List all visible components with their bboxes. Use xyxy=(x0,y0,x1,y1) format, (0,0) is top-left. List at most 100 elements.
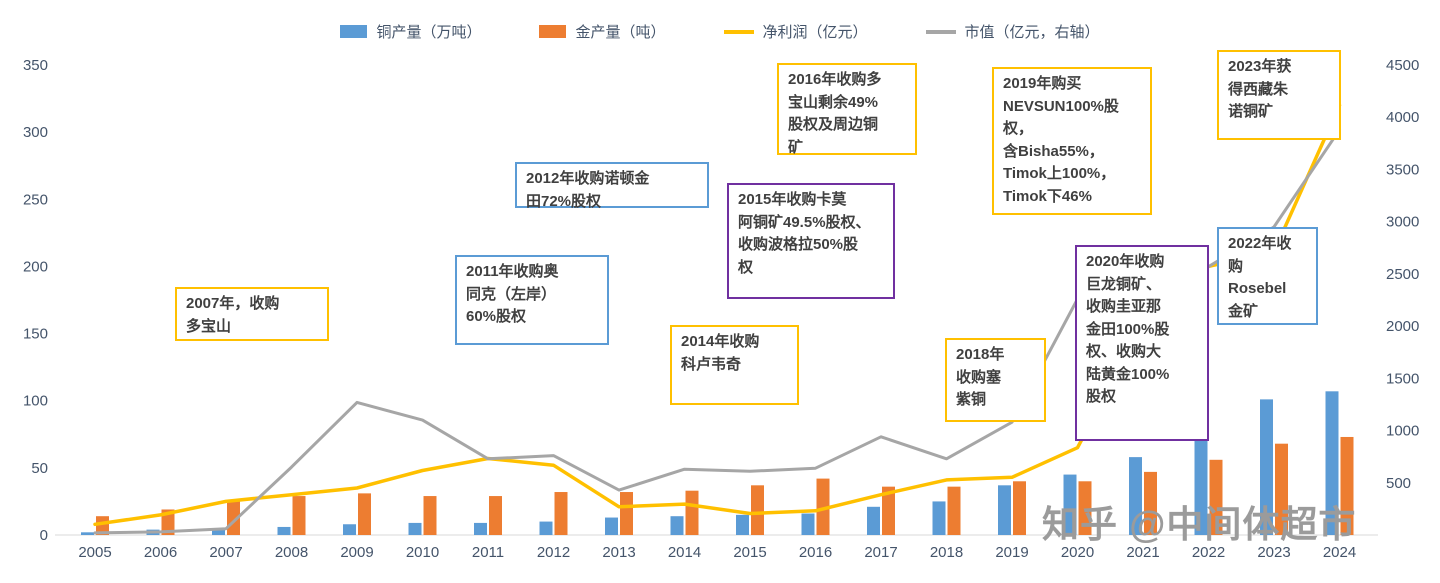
x-axis-label: 2008 xyxy=(275,544,308,561)
left-axis-tick-label: 200 xyxy=(23,258,48,275)
copper-bar xyxy=(1325,391,1339,535)
copper-bar xyxy=(1260,399,1273,535)
x-axis-label: 2010 xyxy=(406,544,439,561)
gold-bar xyxy=(947,486,961,535)
gold-bar xyxy=(1275,443,1288,535)
x-axis-label: 2011 xyxy=(472,544,504,561)
copper-bar xyxy=(801,513,815,535)
chart-legend: 铜产量（万吨） 金产量（吨） 净利润（亿元） 市值（亿元，右轴） xyxy=(0,21,1440,42)
right-axis-tick-label: 2000 xyxy=(1386,318,1419,335)
gold-bar xyxy=(423,496,437,535)
x-axis-label: 2006 xyxy=(144,544,177,561)
left-axis-tick-label: 0 xyxy=(40,527,48,544)
left-axis-tick-label: 50 xyxy=(31,460,48,477)
left-axis-tick-label: 100 xyxy=(23,393,48,410)
x-axis-label: 2007 xyxy=(209,544,242,561)
left-axis-tick-label: 300 xyxy=(23,124,48,141)
copper-bar xyxy=(1063,474,1077,535)
right-axis-tick-label: 1000 xyxy=(1386,423,1419,440)
right-axis-tick-label: 4500 xyxy=(1386,57,1419,74)
watermark: 知乎 @中间体超市 xyxy=(1042,504,1357,545)
annotation-2022-rosebel: 2022年收 购 Rosebel 金矿 xyxy=(1217,227,1318,325)
copper-bar xyxy=(998,485,1011,535)
x-axis-label: 2023 xyxy=(1257,544,1290,561)
annotation-2015-kamoa: 2015年收购卡莫 阿铜矿49.5%股权、 收购波格拉50%股 权 xyxy=(727,183,895,299)
legend-label-gold: 金产量（吨） xyxy=(575,24,666,41)
copper-bar xyxy=(539,521,553,535)
x-axis-label: 2018 xyxy=(930,544,963,561)
copper-bar xyxy=(343,524,356,535)
legend-item-market-value: 市值（亿元，右轴） xyxy=(925,21,1100,42)
copper-bar xyxy=(81,532,94,535)
gold-bar xyxy=(292,496,306,535)
legend-item-gold-production: 金产量（吨） xyxy=(539,21,666,42)
gold-bar xyxy=(816,478,830,535)
gold-bar xyxy=(554,492,568,535)
right-axis-tick-label: 1500 xyxy=(1386,370,1419,387)
x-axis-label: 2005 xyxy=(78,544,111,561)
gold-bar xyxy=(685,490,699,535)
right-axis-tick-label: 3000 xyxy=(1386,214,1419,231)
copper-bar xyxy=(932,501,946,535)
legend-swatch-copper xyxy=(340,25,368,38)
x-axis-label: 2013 xyxy=(602,544,635,561)
right-axis-tick-label: 4000 xyxy=(1386,109,1419,126)
gold-bar xyxy=(489,496,502,535)
copper-bar xyxy=(212,529,225,535)
left-axis-tick-label: 150 xyxy=(23,326,48,343)
copper-bar xyxy=(474,522,487,535)
x-axis-label: 2021 xyxy=(1126,544,1159,561)
gold-bar xyxy=(96,516,109,535)
annotation-2011-altynken: 2011年收购奥 同克（左岸） 60%股权 xyxy=(455,255,609,345)
copper-bar xyxy=(670,516,684,535)
x-axis-label: 2017 xyxy=(864,544,897,561)
copper-bar xyxy=(1194,416,1208,535)
right-axis-tick-label: 2500 xyxy=(1386,266,1419,283)
legend-swatch-net-profit xyxy=(723,29,754,34)
x-axis-label: 2024 xyxy=(1323,544,1356,561)
copper-bar xyxy=(408,522,422,535)
annotation-2020-julong: 2020年收购 巨龙铜矿、 收购圭亚那 金田100%股 权、收购大 陆黄金100… xyxy=(1075,245,1209,441)
right-axis-tick-label: 3500 xyxy=(1386,161,1419,178)
legend-item-net-profit: 净利润（亿元） xyxy=(723,21,868,42)
gold-bar xyxy=(1340,436,1354,535)
copper-bar xyxy=(605,517,618,535)
gold-bar xyxy=(1144,471,1157,535)
annotation-2012-norton: 2012年收购诺顿金 田72%股权 xyxy=(515,162,709,210)
legend-label-market-value: 市值（亿元，右轴） xyxy=(964,24,1100,41)
copper-bar xyxy=(736,514,749,535)
x-axis-label: 2022 xyxy=(1192,544,1225,561)
x-axis-label: 2019 xyxy=(995,544,1028,561)
gold-bar xyxy=(882,486,895,535)
annotation-2023-zhunuo: 2023年获 得西藏朱 诺铜矿 xyxy=(1217,50,1341,140)
annotation-2016-duobaoshan: 2016年收购多 宝山剩余49% 股权及周边铜 矿 xyxy=(777,63,917,156)
x-axis-label: 2016 xyxy=(799,544,832,561)
annotation-2014-kolwezi: 2014年收购 科卢韦奇 xyxy=(670,325,799,405)
right-axis-tick-label: 500 xyxy=(1386,475,1411,492)
x-axis-label: 2009 xyxy=(340,544,373,561)
annotation-2007-duobaoshan: 2007年，收购 多宝山 xyxy=(175,287,329,341)
gold-bar xyxy=(161,509,175,535)
copper-bar xyxy=(867,506,880,535)
gold-bar xyxy=(1078,481,1092,535)
annotation-2019-nevsun: 2019年购买 NEVSUN100%股权， 含Bisha55%， Timok上1… xyxy=(992,67,1152,215)
x-axis-label: 2015 xyxy=(733,544,766,561)
legend-item-copper-production: 铜产量（万吨） xyxy=(340,21,481,42)
x-axis-label: 2012 xyxy=(537,544,570,561)
legend-label-net-profit: 净利润（亿元） xyxy=(762,24,868,41)
x-axis-label: 2014 xyxy=(668,544,701,561)
left-axis-tick-label: 350 xyxy=(23,57,48,74)
annotation-2018-serbia: 2018年 收购塞 紫铜 xyxy=(945,338,1046,422)
legend-swatch-market-value xyxy=(925,29,956,34)
gold-bar xyxy=(1013,481,1026,535)
left-axis-tick-label: 250 xyxy=(23,191,48,208)
copper-bar xyxy=(1129,457,1142,535)
gold-bar xyxy=(620,492,633,535)
gold-bar xyxy=(751,485,764,535)
copper-bar xyxy=(277,526,291,535)
gold-bar xyxy=(358,493,371,535)
legend-swatch-gold xyxy=(539,25,567,38)
gold-bar xyxy=(1209,459,1223,535)
legend-label-copper: 铜产量（万吨） xyxy=(376,24,482,41)
